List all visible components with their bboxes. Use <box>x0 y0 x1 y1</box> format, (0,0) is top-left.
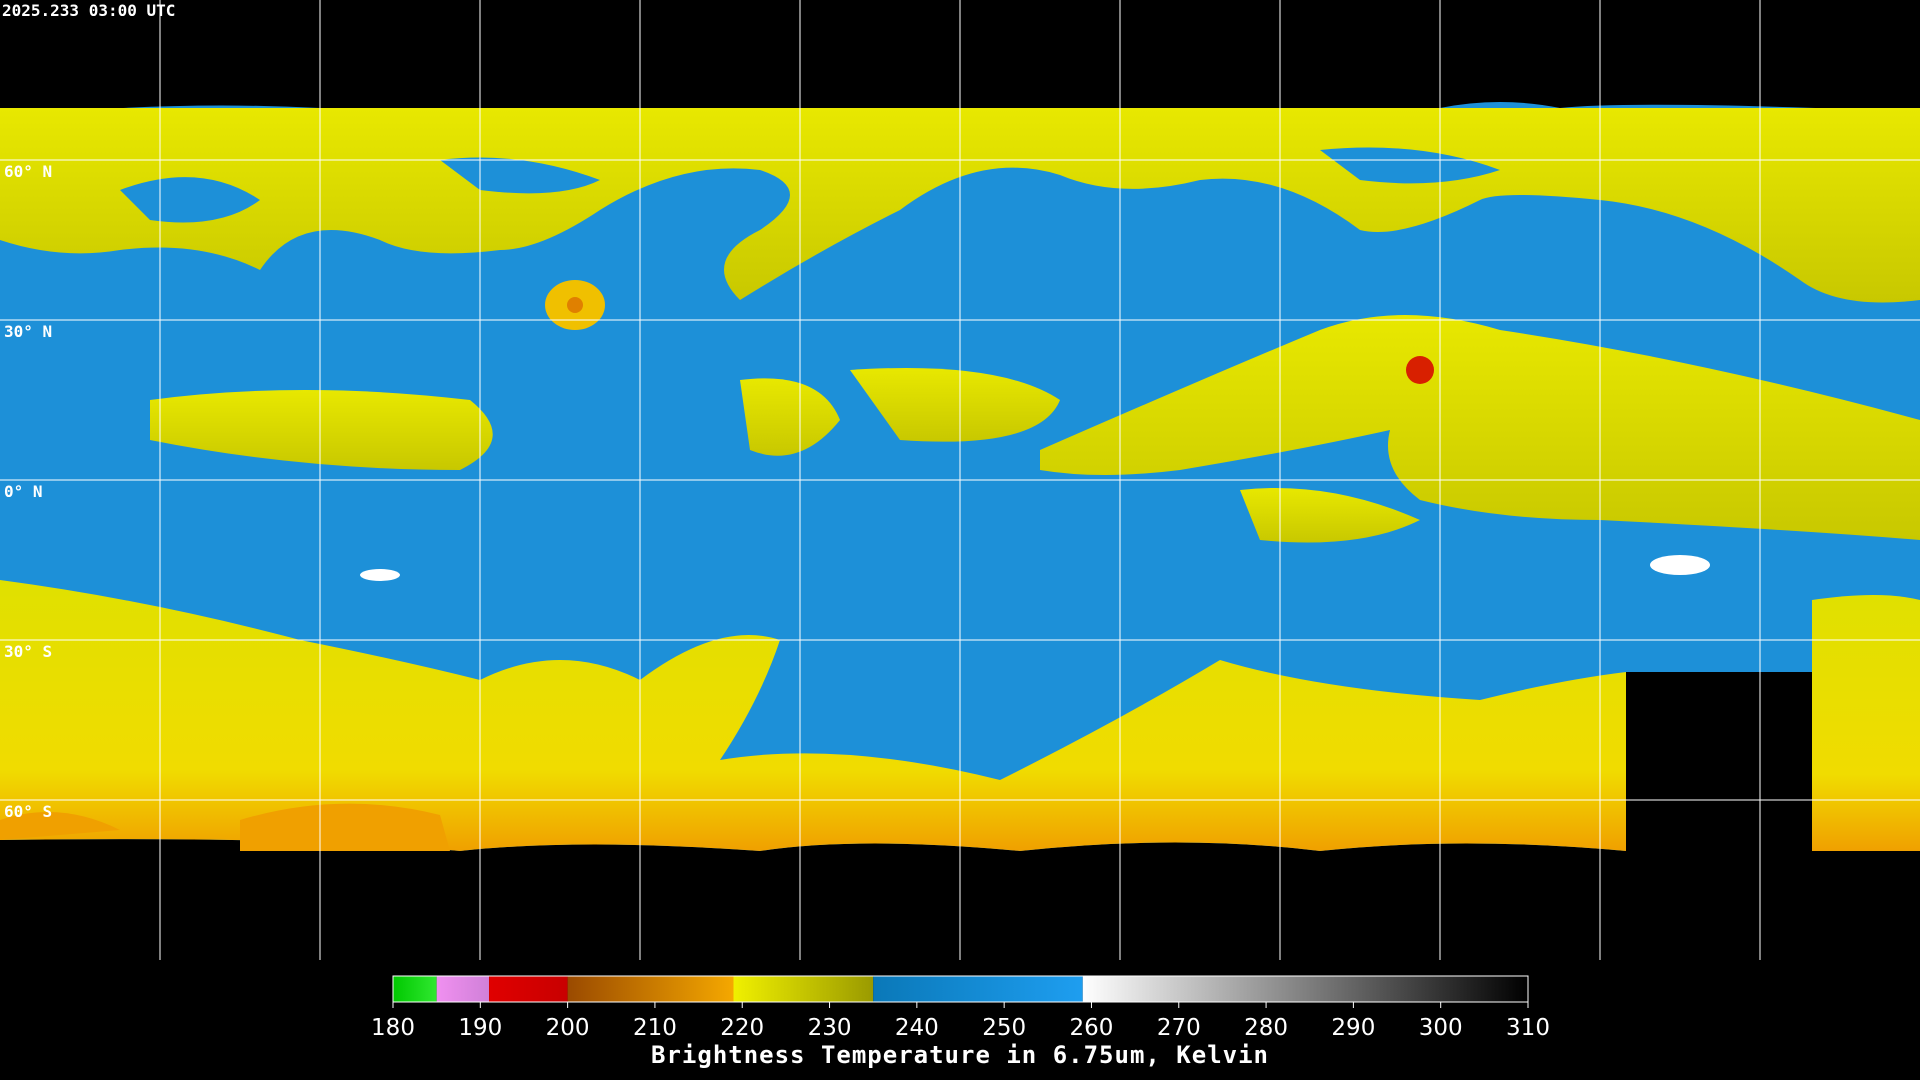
colorbar-tick-label: 180 <box>371 1015 415 1041</box>
colorbar-tick-label: 240 <box>895 1015 939 1041</box>
colorbar-segment <box>567 976 734 1002</box>
colorbar-segment <box>436 976 490 1002</box>
timestamp: 2025.233 03:00 UTC <box>2 1 175 20</box>
colorbar-tick-label: 250 <box>982 1015 1026 1041</box>
colorbar-tick-label: 290 <box>1331 1015 1375 1041</box>
latitude-label: 60° N <box>4 162 52 181</box>
colorbar-tick-label: 210 <box>633 1015 677 1041</box>
colorbar-frame <box>392 975 1529 1003</box>
colorbar-tick-label: 190 <box>458 1015 502 1041</box>
latitude-label: 0° N <box>4 482 43 501</box>
graticule <box>0 0 1920 960</box>
colorbar-tick-label: 260 <box>1070 1015 1114 1041</box>
colorbar-segment <box>873 976 1083 1002</box>
colorbar-tick-label: 270 <box>1157 1015 1201 1041</box>
colorbar-title: Brightness Temperature in 6.75um, Kelvin <box>651 1041 1269 1069</box>
latitude-label: 30° S <box>4 642 52 661</box>
colorbar-tick-label: 280 <box>1244 1015 1288 1041</box>
colorbar-segment <box>1082 976 1528 1002</box>
colorbar-tick-label: 300 <box>1419 1015 1463 1041</box>
colorbar-tick-label: 310 <box>1506 1015 1550 1041</box>
colorbar: 180 190 200 210 220 230 240 250 260 270 280 290 300 3… <box>371 975 1550 1041</box>
colorbar-segment <box>733 976 874 1002</box>
colorbar-tick-label: 220 <box>720 1015 764 1041</box>
colorbar-segment <box>489 976 568 1002</box>
latitude-label: 60° S <box>4 802 52 821</box>
colorbar-tick-label: 230 <box>808 1015 852 1041</box>
colorbar-tick-label: 200 <box>546 1015 590 1041</box>
colorbar-segment <box>393 976 437 1002</box>
latitude-label: 30° N <box>4 322 52 341</box>
